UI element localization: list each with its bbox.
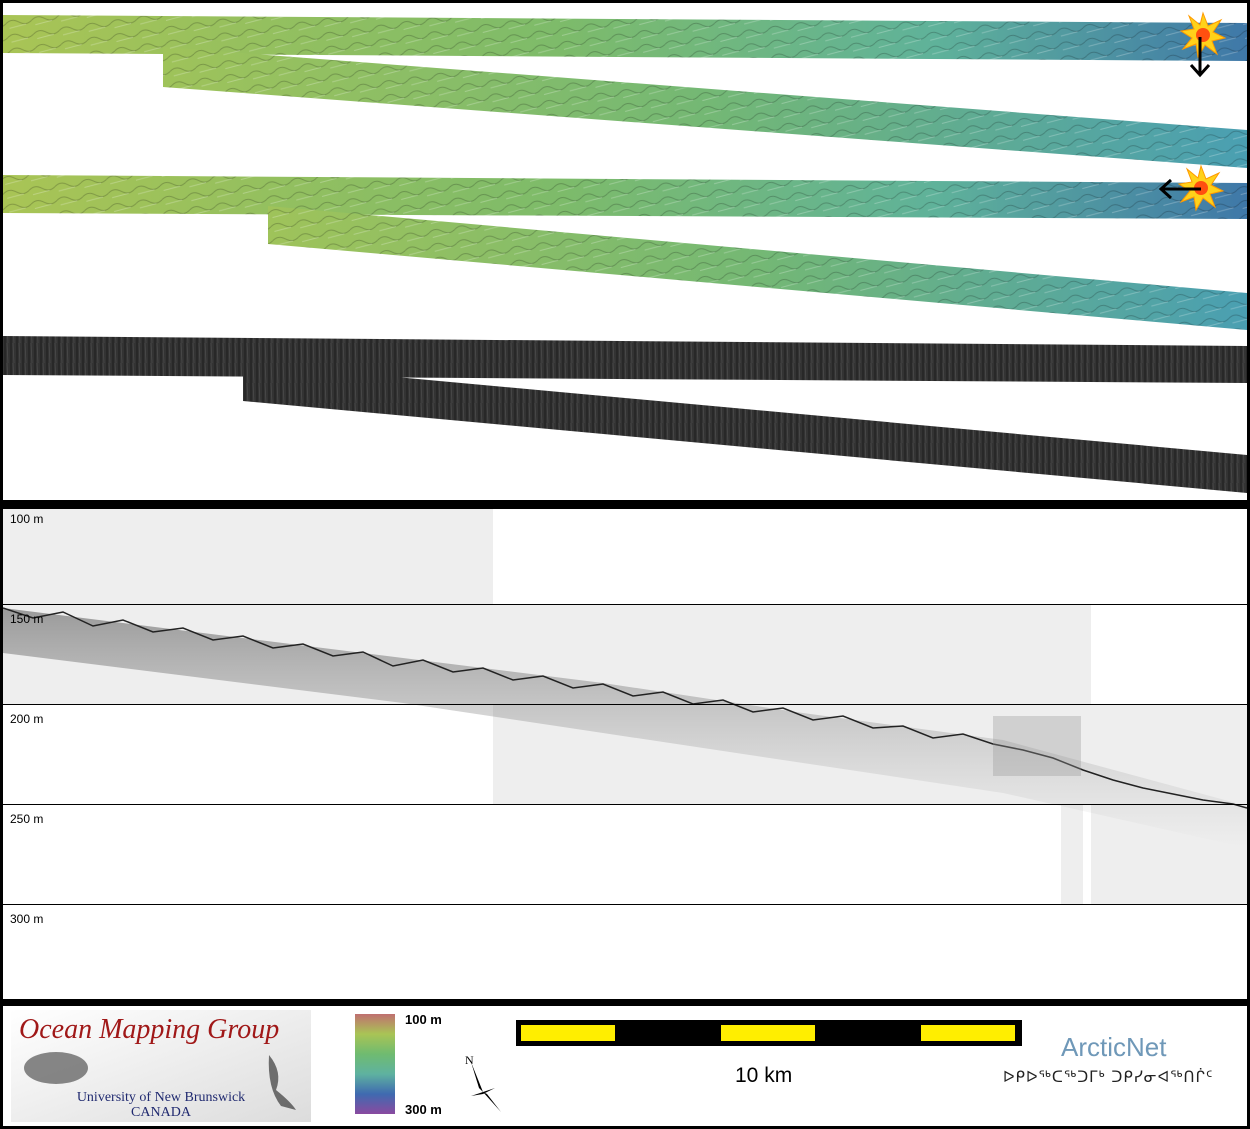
footer-legend-panel: Ocean Mapping Group University of New Br… bbox=[3, 1006, 1247, 1126]
seabed-profile bbox=[3, 607, 1247, 848]
colorbar-bottom-label: 300 m bbox=[405, 1102, 442, 1117]
bathymetry-strip bbox=[163, 47, 1247, 168]
backscatter-strip bbox=[3, 336, 1247, 383]
omg-university: University of New Brunswick bbox=[76, 1090, 246, 1105]
depth-label: 150 m bbox=[10, 612, 44, 626]
depth-gridline bbox=[3, 904, 1247, 905]
bathymetry-strip bbox=[3, 175, 1247, 219]
backscatter-strip bbox=[243, 363, 1247, 493]
bathymetry-strip bbox=[3, 15, 1247, 61]
depth-label: 300 m bbox=[10, 912, 44, 926]
scale-bar bbox=[516, 1020, 1022, 1046]
colorbar-top-label: 100 m bbox=[405, 1012, 442, 1027]
omg-country: CANADA bbox=[131, 1105, 191, 1120]
arrow-down-icon bbox=[1189, 37, 1211, 78]
arcticnet-syllabics: ᐅᑭᐅᖅᑕᖅᑐᒥᒃ ᑐᑭᓯᓂᐊᖅᑎᒌᑦ bbox=[1003, 1068, 1214, 1086]
map-panel bbox=[3, 3, 1247, 500]
depth-label: 100 m bbox=[10, 512, 44, 526]
north-arrow-icon: N bbox=[465, 1054, 501, 1112]
sub-bottom-profile-panel: 100 m 150 m 200 m 250 m 300 m bbox=[3, 508, 1247, 999]
scale-bar-segment bbox=[521, 1025, 615, 1041]
depth-colorbar bbox=[355, 1014, 395, 1114]
scale-label: 10 km bbox=[735, 1064, 793, 1087]
arcticnet-logo: ArcticNet bbox=[1061, 1032, 1167, 1062]
depth-gridline bbox=[3, 704, 1247, 705]
profile-data-block bbox=[3, 508, 493, 604]
seafloor-logo-image bbox=[11, 1010, 311, 1122]
depth-label: 200 m bbox=[10, 712, 44, 726]
bathymetry-strip bbox=[268, 206, 1247, 330]
arrow-left-icon bbox=[1158, 178, 1201, 200]
ocean-mapping-group-logo: Ocean Mapping Group University of New Br… bbox=[11, 1010, 311, 1122]
swath-map bbox=[3, 11, 1247, 493]
scale-bar-segment bbox=[921, 1025, 1015, 1041]
profile-data-block bbox=[1061, 805, 1083, 904]
scale-bar-segment bbox=[721, 1025, 815, 1041]
omg-title: Ocean Mapping Group bbox=[19, 1014, 280, 1045]
depth-label: 250 m bbox=[10, 812, 44, 826]
north-label: N bbox=[465, 1054, 474, 1067]
depth-gridline bbox=[3, 604, 1247, 605]
depth-gridline bbox=[3, 804, 1247, 805]
depth-gridline bbox=[3, 508, 1247, 509]
